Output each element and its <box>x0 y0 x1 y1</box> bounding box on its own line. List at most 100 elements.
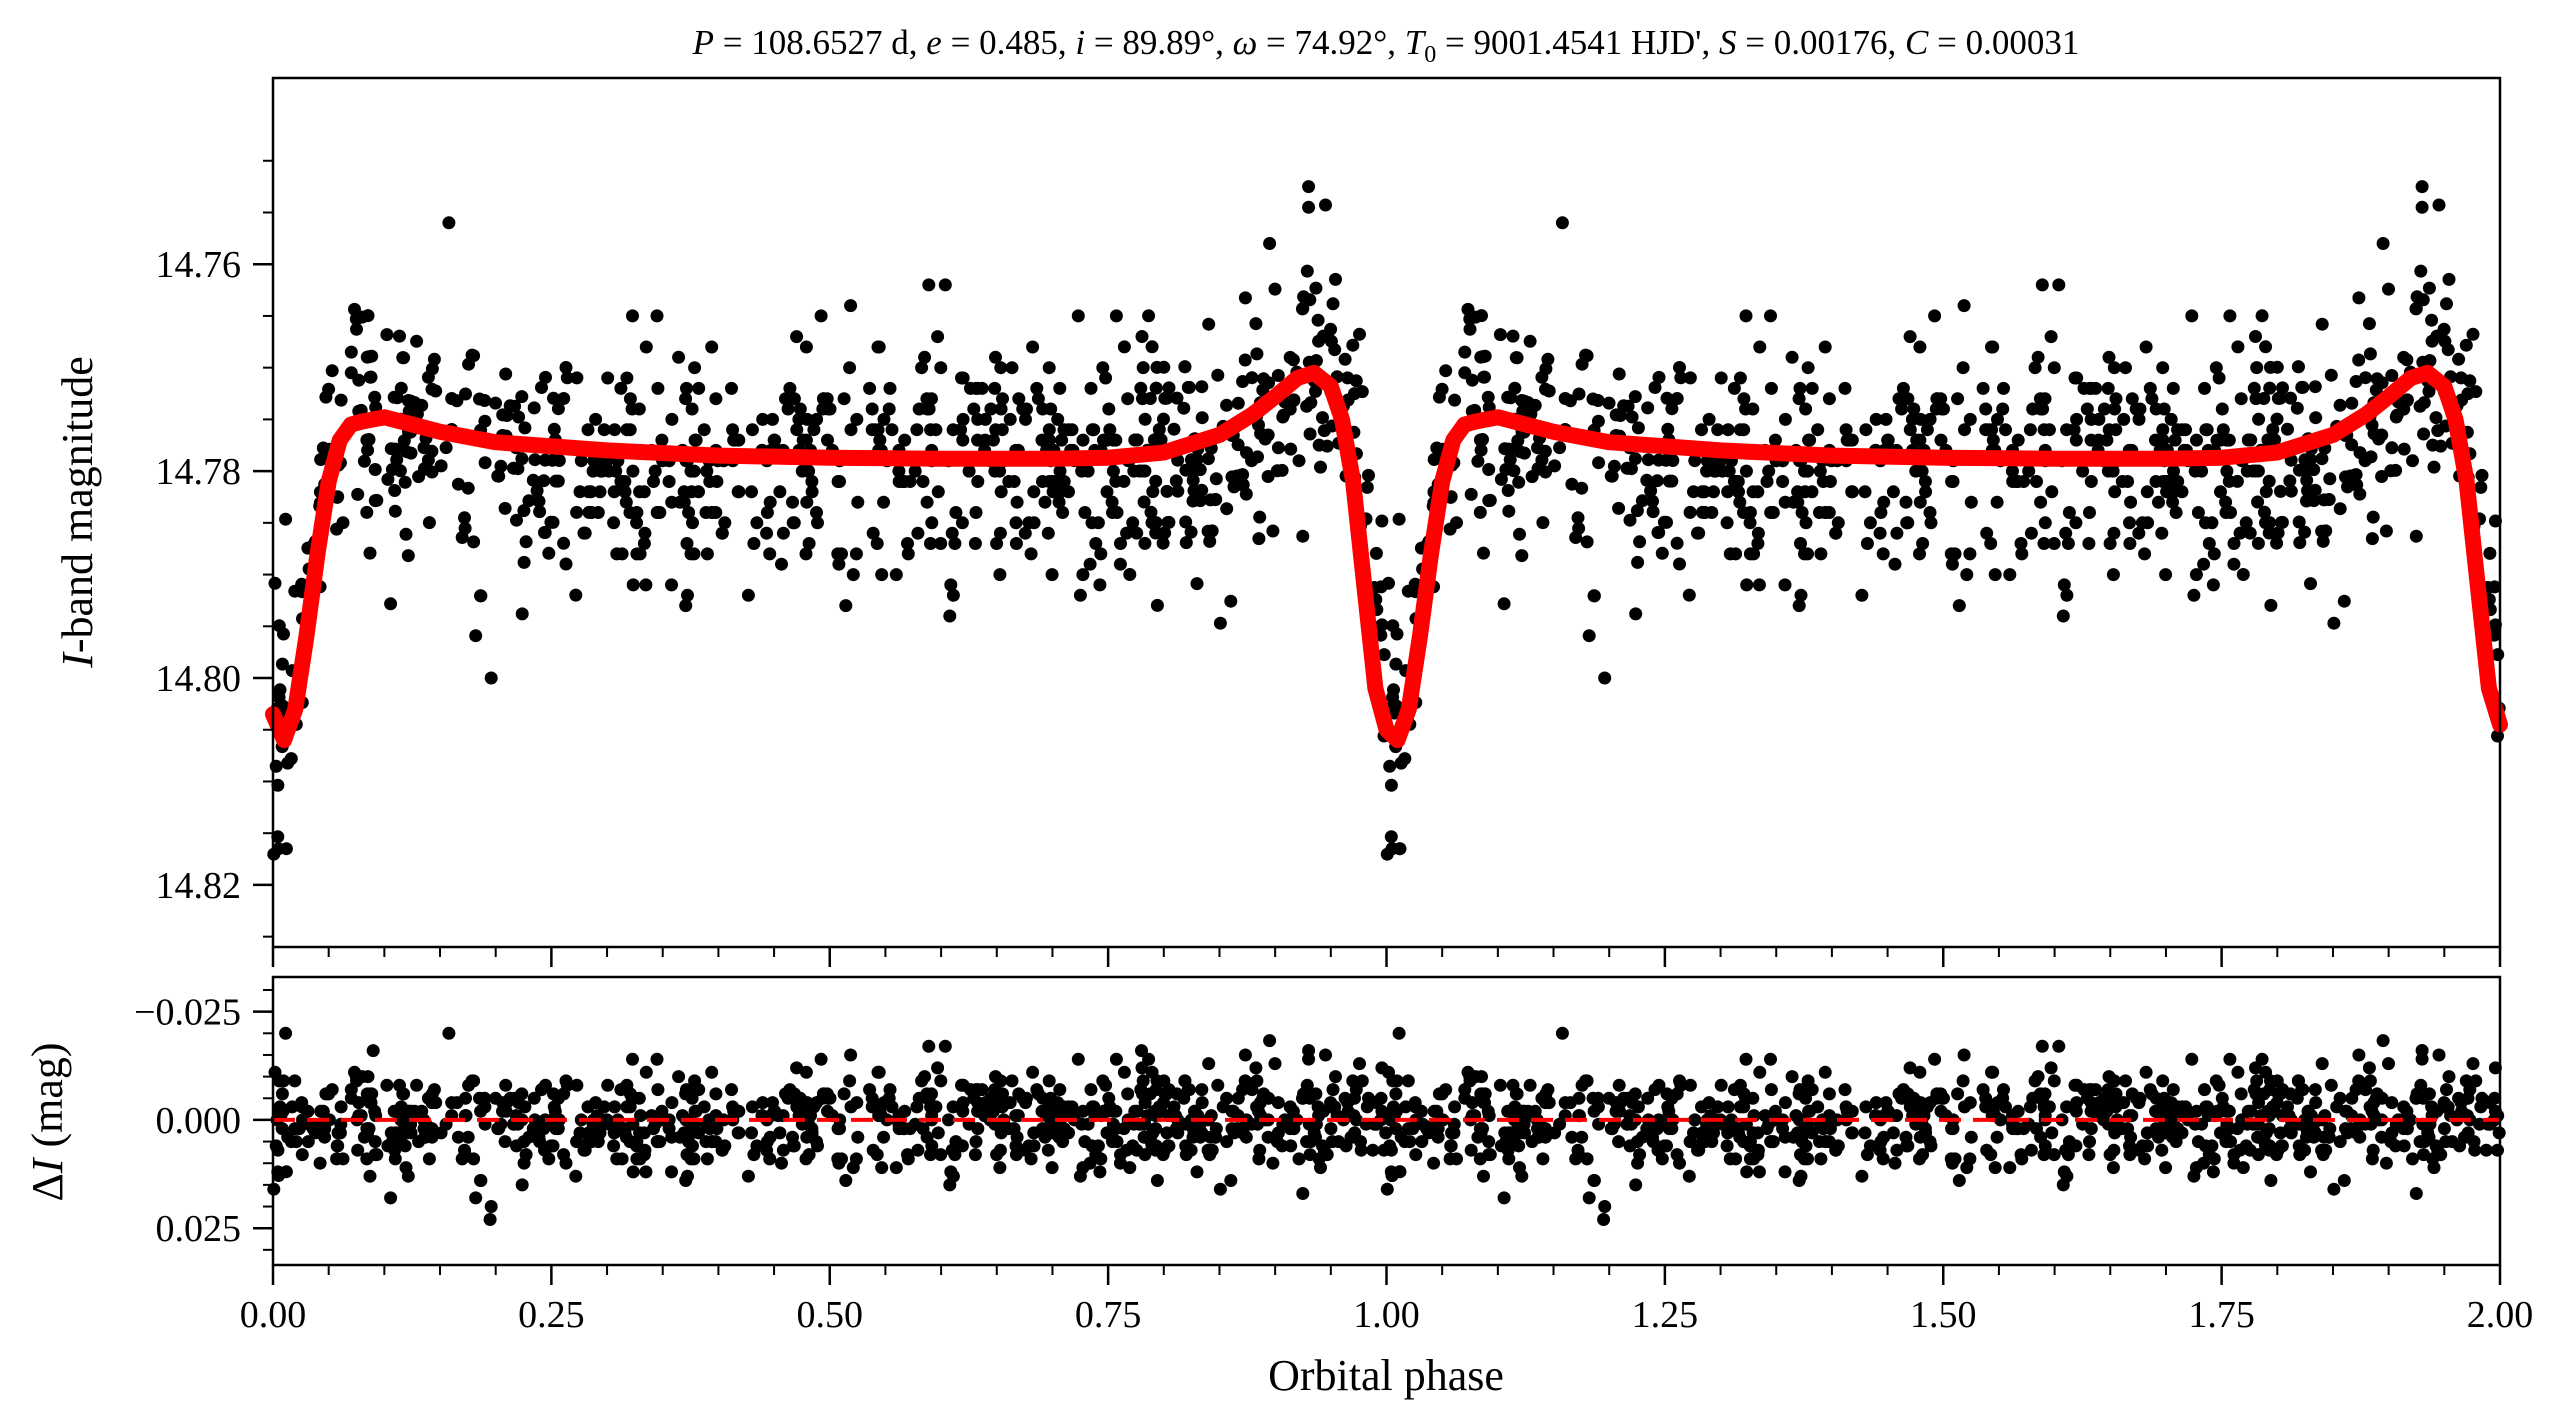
residual-point <box>2459 1074 2473 1088</box>
observation-point <box>1624 462 1638 476</box>
observation-point <box>2293 536 2307 550</box>
observation-point <box>1311 313 1325 327</box>
residual-point <box>2296 1083 2310 1097</box>
observation-point <box>863 381 877 395</box>
observation-point <box>1670 536 1684 550</box>
observation-point <box>844 423 858 437</box>
observation-point <box>1502 442 1516 456</box>
residual-point <box>2369 1091 2383 1105</box>
residual-point <box>465 1074 479 1088</box>
observation-point <box>2296 380 2310 394</box>
residual-point <box>295 1100 309 1114</box>
observation-point <box>325 364 339 378</box>
observation-point <box>348 302 361 316</box>
observation-point <box>451 477 465 491</box>
observation-point <box>1085 423 1099 437</box>
residual-point <box>1692 1143 1706 1157</box>
residual-point <box>2403 1113 2417 1127</box>
residual-point <box>626 1165 640 1179</box>
observation-point <box>589 412 603 426</box>
observation-point <box>911 526 925 540</box>
observation-point <box>2175 423 2189 437</box>
y-tick-label: 14.80 <box>156 658 242 700</box>
residual-point <box>2083 1135 2096 1149</box>
observation-point <box>1106 506 1119 519</box>
observation-point <box>849 547 863 561</box>
residual-point <box>2185 1052 2199 1066</box>
residual-point <box>368 1135 382 1149</box>
residual-point <box>2333 1091 2347 1105</box>
residual-label-unit: (mag) <box>23 1042 72 1158</box>
residual-point <box>2070 1078 2084 1092</box>
observation-point <box>538 453 552 467</box>
observation-point <box>2429 411 2443 425</box>
observation-point <box>1312 334 1326 348</box>
observation-point <box>1157 360 1171 374</box>
residual-point <box>2309 1096 2323 1110</box>
residual-point <box>682 1135 696 1149</box>
residual-point <box>366 1044 380 1058</box>
residual-point <box>530 1126 544 1140</box>
residual-point <box>2212 1078 2226 1092</box>
observation-point <box>1794 588 1808 602</box>
title-t0-symbol: T <box>1405 23 1427 62</box>
residual-point <box>434 1126 448 1140</box>
residual-point <box>1945 1122 1959 1136</box>
residual-point <box>1073 1169 1087 1183</box>
observation-point <box>535 381 548 394</box>
residual-point <box>1964 1130 1978 1144</box>
residual-point <box>2033 1087 2047 1101</box>
observation-point <box>271 830 285 844</box>
residual-point <box>1743 1152 1757 1166</box>
residual-point <box>467 1152 481 1166</box>
observation-point <box>679 392 693 406</box>
y-label-band-text: -band magnitude <box>53 356 102 653</box>
observation-point <box>1628 390 1642 404</box>
residual-point <box>1795 1135 1809 1149</box>
observation-point <box>995 423 1009 437</box>
observation-point <box>1587 589 1601 603</box>
residual-point <box>2121 1122 2135 1136</box>
observation-point <box>1477 370 1491 384</box>
residual-point <box>647 1122 660 1136</box>
observation-point <box>2247 381 2261 395</box>
observation-point <box>515 607 529 621</box>
residual-point <box>1988 1161 2002 1175</box>
residual-point <box>2119 1074 2132 1088</box>
observation-point <box>1018 526 1032 540</box>
observation-point <box>2339 470 2352 484</box>
observation-point <box>1655 546 1669 560</box>
observation-point <box>918 350 932 364</box>
observation-point <box>1612 367 1626 381</box>
observation-point <box>931 485 945 499</box>
observation-point <box>971 433 985 447</box>
observation-point <box>1377 648 1391 662</box>
observation-point <box>1799 402 1813 416</box>
residual-point <box>1204 1130 1217 1144</box>
observation-point <box>398 475 412 489</box>
observation-point <box>688 433 702 447</box>
residual-point <box>2327 1182 2341 1196</box>
residual-point <box>1304 1135 1318 1149</box>
residual-point <box>2069 1139 2083 1153</box>
observation-point <box>993 464 1007 478</box>
observation-point <box>1652 370 1666 384</box>
observation-point <box>1324 322 1338 336</box>
residual-point <box>542 1152 556 1166</box>
observation-point <box>1776 475 1790 488</box>
residual-point <box>1764 1052 1777 1066</box>
observation-point <box>783 381 797 395</box>
observation-point <box>2249 330 2262 343</box>
residual-point <box>1292 1152 1306 1166</box>
observation-point <box>1503 453 1517 467</box>
observation-point <box>1778 412 1792 426</box>
residual-point <box>284 1135 298 1149</box>
observation-point <box>1923 506 1937 519</box>
residual-point <box>773 1126 787 1140</box>
observation-point <box>2169 506 2183 519</box>
observation-point <box>1963 412 1977 426</box>
observation-point <box>1384 778 1398 792</box>
observation-point <box>2014 537 2028 550</box>
observation-point <box>2023 423 2037 437</box>
